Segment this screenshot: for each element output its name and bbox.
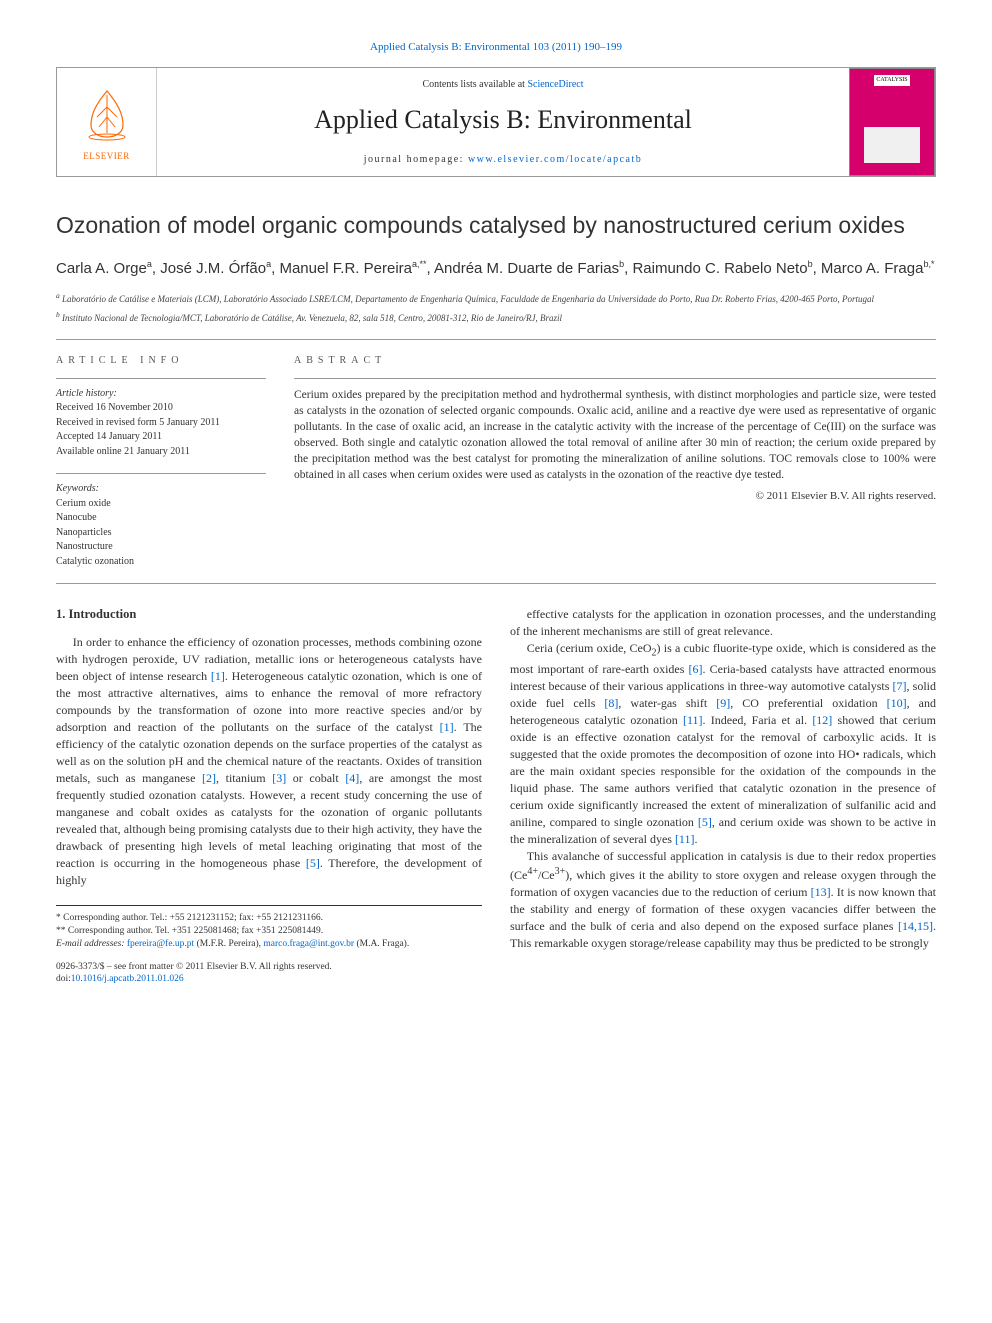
article-history: Article history: Received 16 November 20… [56,387,266,460]
journal-citation-link[interactable]: Applied Catalysis B: Environmental 103 (… [370,41,622,53]
body-paragraph: effective catalysts for the application … [510,606,936,640]
journal-citation-issue: 103 (2011) 190–199 [533,41,622,53]
keyword: Nanostructure [56,540,266,555]
keywords-block: Keywords: Cerium oxideNanocubeNanopartic… [56,482,266,569]
affiliation-line: a Laboratório de Catálise e Materiais (L… [56,291,936,306]
divider [56,378,266,379]
right-column: effective catalysts for the application … [510,606,936,986]
affiliations: a Laboratório de Catálise e Materiais (L… [56,291,936,324]
info-abstract-row: article info Article history: Received 1… [56,354,936,570]
footnote-corr1: * Corresponding author. Tel.: +55 212123… [56,912,482,925]
doi-link[interactable]: 10.1016/j.apcatb.2011.01.026 [71,974,184,984]
publisher-logo: ELSEVIER [57,68,157,176]
divider [56,473,266,474]
sciencedirect-link[interactable]: ScienceDirect [527,79,583,90]
history-line: Accepted 14 January 2011 [56,430,266,445]
affiliation-line: b Instituto Nacional de Tecnologia/MCT, … [56,310,936,325]
contents-available-line: Contents lists available at ScienceDirec… [167,78,839,92]
history-line: Received in revised form 5 January 2011 [56,416,266,431]
email-who-1: (M.F.R. Pereira), [197,939,261,949]
abstract-copyright: © 2011 Elsevier B.V. All rights reserved… [294,489,936,504]
left-column: 1. Introduction In order to enhance the … [56,606,482,986]
email-link-2[interactable]: marco.fraga@int.gov.br [263,939,354,949]
contents-prefix: Contents lists available at [422,79,527,90]
section-heading: 1. Introduction [56,606,482,624]
keywords-head: Keywords: [56,482,266,497]
abstract-text: Cerium oxides prepared by the precipitat… [294,387,936,484]
history-line: Received 16 November 2010 [56,401,266,416]
footnote-emails: E-mail addresses: fpereira@fe.up.pt (M.F… [56,938,482,951]
article-info-column: article info Article history: Received 1… [56,354,266,570]
footnote-corr2: ** Corresponding author. Tel. +351 22508… [56,925,482,938]
article-info-label: article info [56,354,266,368]
journal-header-card: ELSEVIER Contents lists available at Sci… [56,67,936,177]
elsevier-tree-icon [77,83,137,148]
history-line: Available online 21 January 2011 [56,445,266,460]
abstract-label: abstract [294,354,936,368]
emails-label: E-mail addresses: [56,939,125,949]
authors-line: Carla A. Orgea, José J.M. Órfãoa, Manuel… [56,258,936,279]
cover-image-placeholder [864,127,920,163]
body-paragraph: This avalanche of successful application… [510,848,936,952]
email-link-1[interactable]: fpereira@fe.up.pt [127,939,194,949]
keyword: Nanocube [56,511,266,526]
keyword: Catalytic ozonation [56,555,266,570]
front-matter: 0926-3373/$ – see front matter © 2011 El… [56,961,482,987]
article-title: Ozonation of model organic compounds cat… [56,211,936,240]
issn-line: 0926-3373/$ – see front matter © 2011 El… [56,961,482,974]
publisher-name: ELSEVIER [83,150,130,163]
journal-cover-thumb: CATALYSIS [849,68,935,176]
journal-citation: Applied Catalysis B: Environmental 103 (… [56,40,936,55]
history-head: Article history: [56,387,266,402]
journal-title: Applied Catalysis B: Environmental [167,102,839,138]
doi-line: doi:10.1016/j.apcatb.2011.01.026 [56,973,482,986]
keyword: Cerium oxide [56,497,266,512]
corresponding-author-footnotes: * Corresponding author. Tel.: +55 212123… [56,905,482,950]
divider [56,339,936,340]
journal-citation-name: Applied Catalysis B: Environmental [370,41,530,53]
cover-badge: CATALYSIS [874,75,909,85]
journal-header-center: Contents lists available at ScienceDirec… [157,70,849,174]
body-two-columns: 1. Introduction In order to enhance the … [56,606,936,986]
doi-label: doi: [56,974,71,984]
divider [294,378,936,379]
abstract-column: abstract Cerium oxides prepared by the p… [294,354,936,570]
homepage-prefix: journal homepage: [364,154,468,165]
body-paragraph: Ceria (cerium oxide, CeO2) is a cubic fl… [510,640,936,848]
body-paragraph: In order to enhance the efficiency of oz… [56,634,482,889]
journal-homepage-line: journal homepage: www.elsevier.com/locat… [167,153,839,167]
divider [56,583,936,584]
email-who-2: (M.A. Fraga). [356,939,409,949]
journal-homepage-link[interactable]: www.elsevier.com/locate/apcatb [468,154,642,165]
keyword: Nanoparticles [56,526,266,541]
